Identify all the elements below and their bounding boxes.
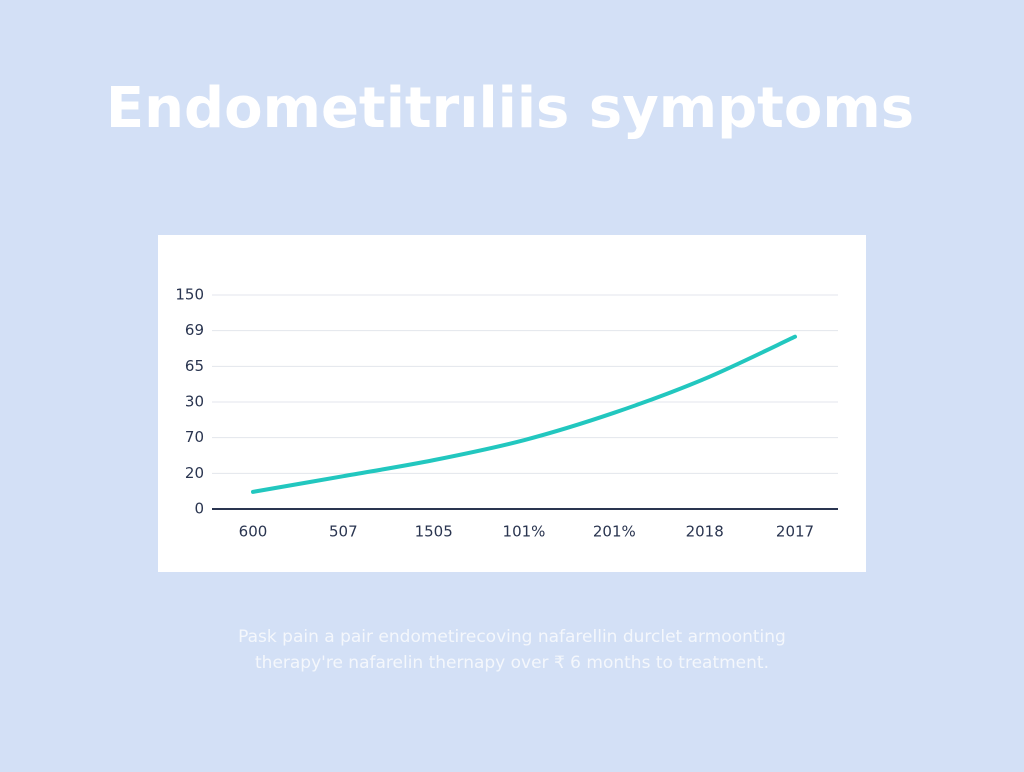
x-tick-label: 2017 — [776, 523, 814, 541]
x-tick-label: 101% — [503, 523, 546, 541]
y-tick-label: 70 — [185, 428, 204, 446]
caption: Pask pain a pair endometirecoving nafare… — [238, 627, 786, 647]
y-tick-label: 65 — [185, 357, 204, 375]
y-tick-label: 69 — [185, 321, 204, 339]
y-tick-label: 150 — [175, 286, 204, 304]
x-tick-label: 1505 — [415, 523, 453, 541]
x-tick-label: 507 — [329, 523, 358, 541]
x-tick-label: 2018 — [686, 523, 724, 541]
line — [251, 334, 797, 494]
chart-card — [158, 235, 866, 572]
y-tick-label: 0 — [194, 500, 204, 518]
y-tick-label: 20 — [185, 464, 204, 482]
chart-title: Endometitrıliis symptoms — [106, 76, 914, 141]
x-tick-label: 201% — [593, 523, 636, 541]
y-tick-label: 30 — [185, 393, 204, 411]
caption: therapy're nafarelin thernapy over ₹ 6 m… — [255, 653, 769, 673]
x-tick-label: 600 — [239, 523, 268, 541]
